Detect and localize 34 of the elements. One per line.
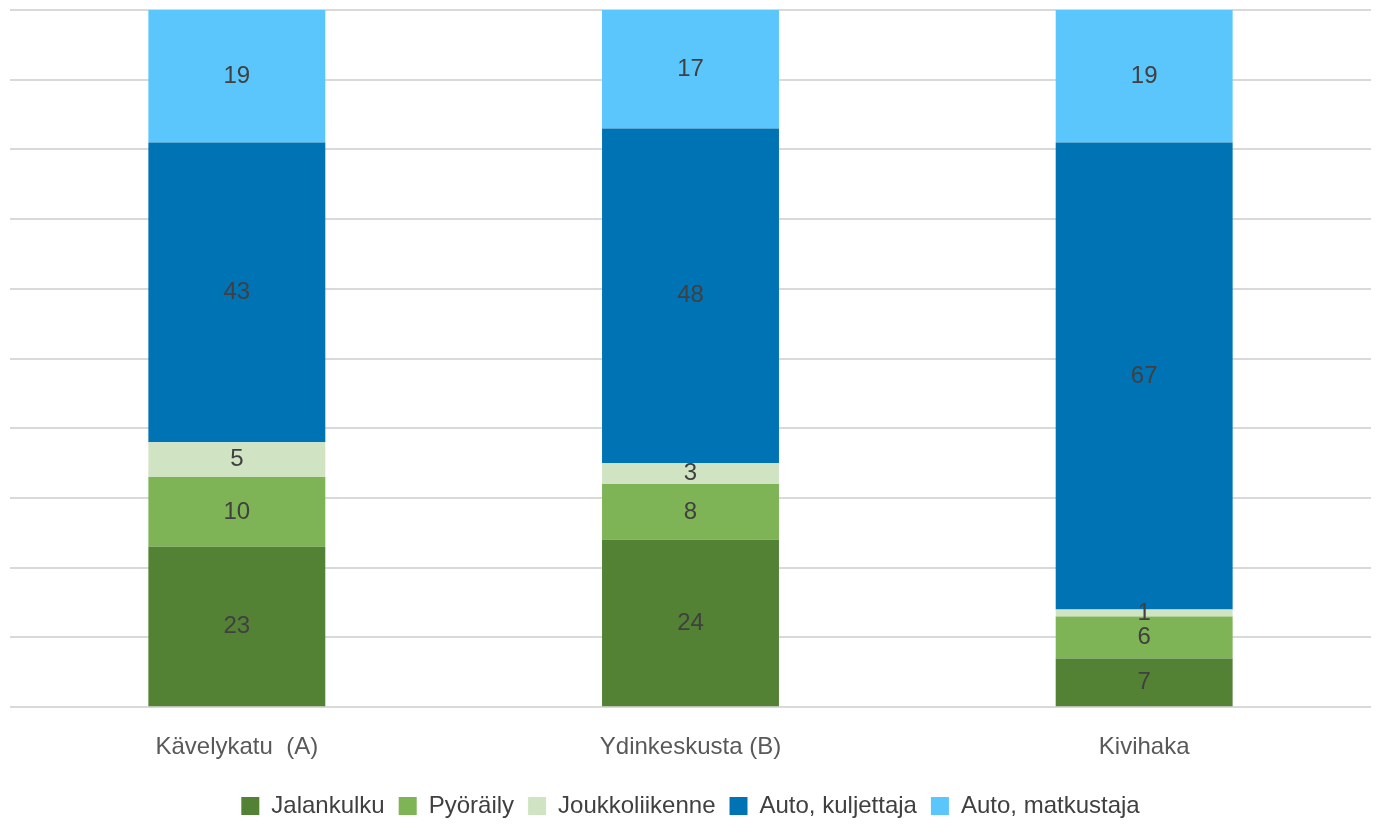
- data-label: 19: [223, 60, 251, 88]
- legend-label: Joukkoliikenne: [558, 790, 716, 818]
- data-label: 48: [677, 280, 704, 308]
- data-label: 24: [677, 607, 704, 635]
- data-label: 8: [683, 496, 698, 524]
- legend-label: Jalankulku: [271, 790, 385, 818]
- bar: [148, 477, 326, 547]
- bar: [148, 546, 326, 707]
- bar: [602, 463, 779, 485]
- bar: [148, 10, 326, 143]
- legend-label: Auto, kuljettaja: [759, 790, 918, 818]
- bar: [602, 10, 779, 129]
- bar: [602, 484, 779, 540]
- data-label: 67: [1130, 360, 1158, 388]
- bar: [148, 442, 326, 478]
- data-label: 6: [1137, 622, 1151, 650]
- data-label: 43: [223, 276, 251, 304]
- data-label: 10: [223, 496, 251, 524]
- bar: [602, 128, 779, 464]
- x-tick-label: Ydinkeskusta (B): [599, 732, 782, 760]
- data-label: 7: [1137, 666, 1151, 694]
- bar: [1055, 10, 1233, 143]
- legend-label: Auto, matkustaja: [960, 790, 1141, 818]
- x-tick-label: Kävelykatu (A): [155, 732, 319, 760]
- bar: [148, 142, 326, 443]
- bar: [602, 539, 779, 707]
- data-label: 19: [1130, 60, 1158, 88]
- x-tick-label: Kivihaka: [1098, 732, 1191, 760]
- data-label: 17: [677, 53, 704, 81]
- legend-label: Pyöräily: [428, 790, 515, 818]
- data-label: 5: [230, 444, 244, 472]
- data-label: 3: [683, 458, 698, 486]
- bar: [1055, 658, 1233, 707]
- data-label: 23: [223, 611, 251, 639]
